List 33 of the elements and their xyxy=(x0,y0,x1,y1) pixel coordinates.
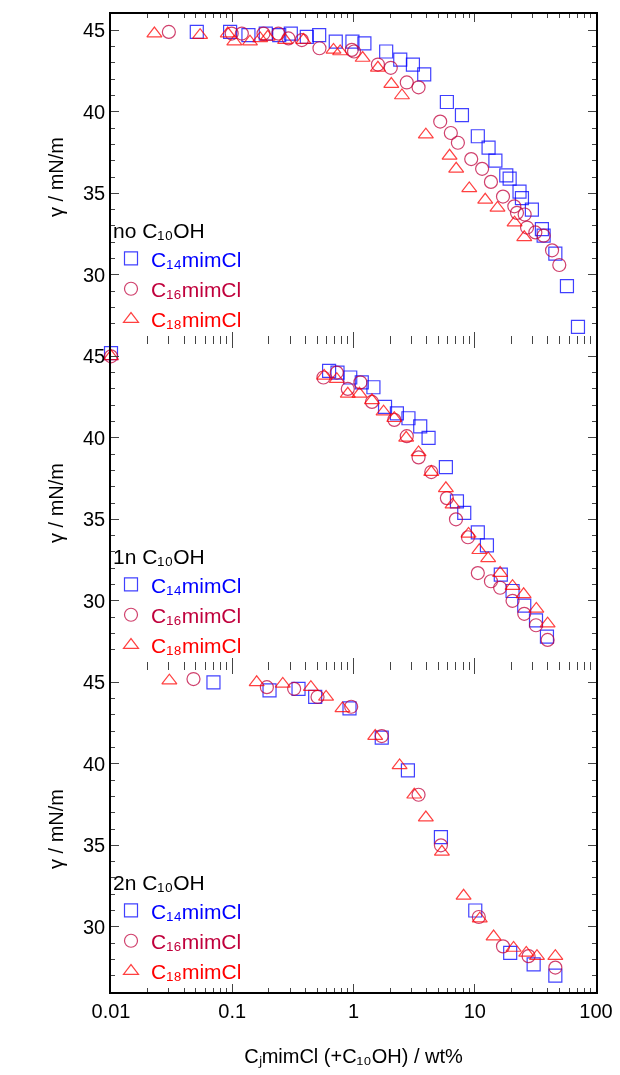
legend-label: C₁₆mimCl xyxy=(151,603,242,627)
legend-label: C₁₈mimCl xyxy=(151,308,242,332)
y-tick-label: 40 xyxy=(83,100,106,123)
legend-label: C₁₆mimCl xyxy=(151,929,242,953)
x-tick-label: 100 xyxy=(579,999,613,1022)
legend-label: C₁₈mimCl xyxy=(151,634,242,658)
y-tick-label: 35 xyxy=(83,182,106,205)
y-tick-label: 45 xyxy=(83,345,106,368)
y-tick-label: 40 xyxy=(83,752,106,775)
legend-title: 2n C₁₀OH xyxy=(113,871,205,895)
x-tick-label: 0.1 xyxy=(218,999,247,1022)
legend-title: no C₁₀OH xyxy=(113,219,205,243)
x-tick-label: 0.01 xyxy=(91,999,131,1022)
y-axis-title: γ / mN/m xyxy=(45,137,67,217)
legend-label: C₁₄mimCl xyxy=(151,899,242,923)
y-axis-title: γ / mN/m xyxy=(45,789,67,869)
x-tick-label: 10 xyxy=(463,999,486,1022)
legend-title: 1n C₁₀OH xyxy=(113,545,205,569)
y-tick-label: 30 xyxy=(83,263,106,286)
legend-label: C₁₆mimCl xyxy=(151,277,242,301)
x-axis-title: CⱼmimCl (+C₁₀OH) / wt% xyxy=(244,1044,464,1068)
y-tick-label: 40 xyxy=(83,426,106,449)
legend-label: C₁₄mimCl xyxy=(151,573,242,597)
y-tick-label: 35 xyxy=(83,508,106,531)
y-tick-label: 45 xyxy=(83,19,106,42)
x-tick-label: 1 xyxy=(347,999,360,1022)
y-tick-label: 30 xyxy=(83,589,106,612)
legend-label: C₁₄mimCl xyxy=(151,247,242,271)
y-tick-label: 30 xyxy=(83,915,106,938)
y-tick-label: 45 xyxy=(83,671,106,694)
y-tick-label: 35 xyxy=(83,834,106,857)
y-axis-title: γ / mN/m xyxy=(45,463,67,543)
legend-label: C₁₈mimCl xyxy=(151,960,242,984)
